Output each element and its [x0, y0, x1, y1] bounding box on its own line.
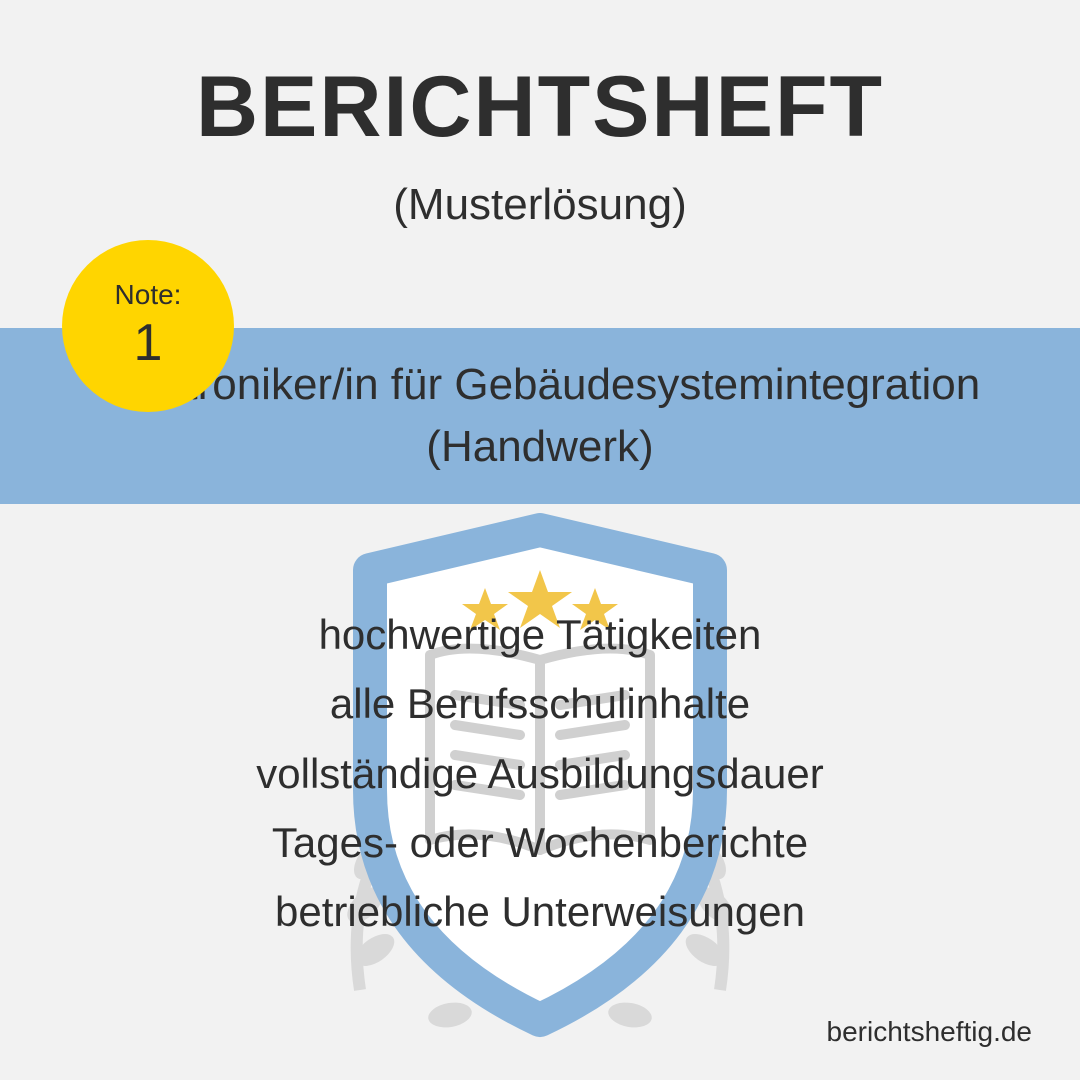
- list-item: hochwertige Tätigkeiten: [0, 600, 1080, 669]
- list-item: vollständige Ausbildungsdauer: [0, 739, 1080, 808]
- website-label: berichtsheftig.de: [827, 1016, 1032, 1048]
- grade-label: Note:: [115, 279, 182, 311]
- grade-badge: Note: 1: [62, 240, 234, 412]
- list-item: Tages- oder Wochenberichte: [0, 808, 1080, 877]
- page-title: BERICHTSHEFT: [0, 58, 1080, 157]
- feature-list: hochwertige Tätigkeiten alle Berufsschul…: [0, 600, 1080, 946]
- page-subtitle: (Musterlösung): [0, 180, 1080, 230]
- grade-value: 1: [134, 313, 163, 373]
- list-item: alle Berufsschulinhalte: [0, 669, 1080, 738]
- list-item: betriebliche Unterweisungen: [0, 877, 1080, 946]
